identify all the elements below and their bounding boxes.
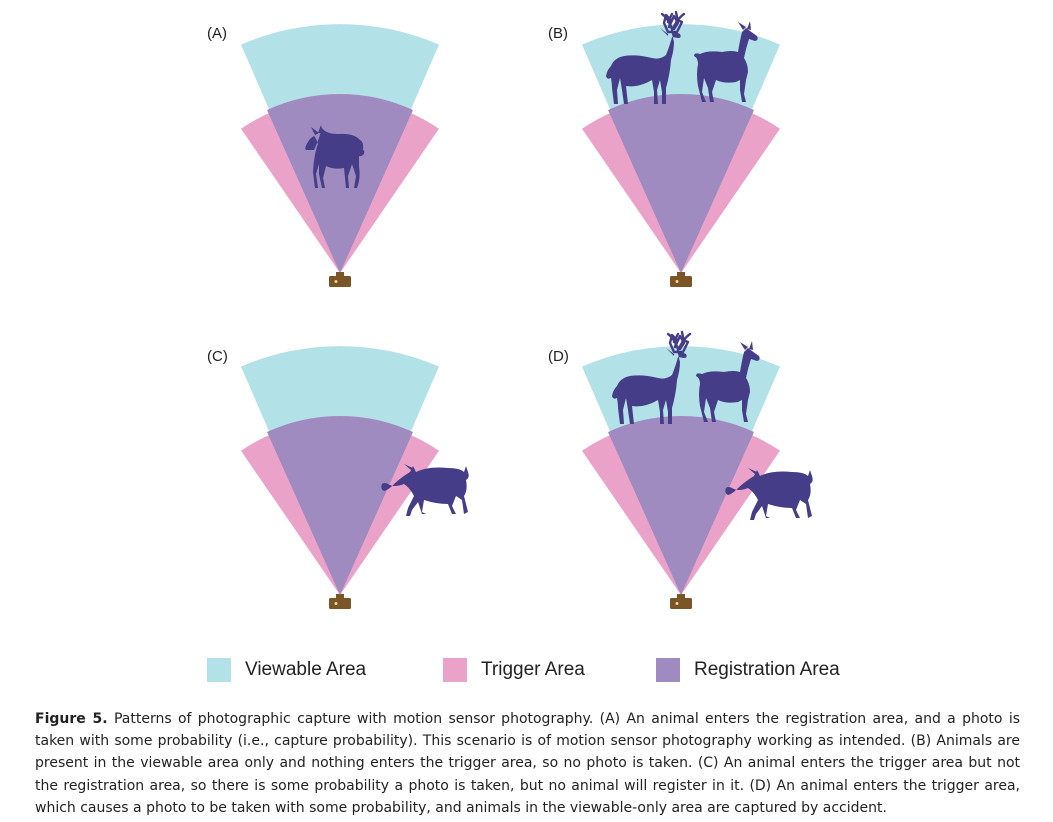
legend-trigger-swatch bbox=[443, 658, 467, 682]
legend-registration-label: Registration Area bbox=[694, 659, 840, 680]
panel-c-registration-area bbox=[267, 415, 413, 595]
panel-b: (B) bbox=[548, 10, 780, 287]
panel-a-camera bbox=[329, 272, 351, 287]
legend-viewable-swatch bbox=[207, 658, 231, 682]
caption-text: Patterns of photographic capture with mo… bbox=[35, 711, 1021, 816]
panel-d-registration-area bbox=[608, 415, 754, 595]
legend-trigger: Trigger Area bbox=[443, 658, 585, 682]
caption-figure-label: Figure 5. bbox=[35, 711, 108, 727]
panel-c-label: (C) bbox=[207, 348, 228, 365]
panel-d: (D) bbox=[548, 330, 813, 609]
legend-viewable: Viewable Area bbox=[207, 658, 366, 682]
figure-diagram: (A) (B) (C) (D) bbox=[207, 10, 813, 609]
legend-viewable-label: Viewable Area bbox=[245, 659, 367, 680]
panel-a-registration-area bbox=[267, 93, 413, 273]
legend-registration: Registration Area bbox=[656, 658, 840, 682]
panel-b-registration-area bbox=[608, 93, 754, 273]
legend-registration-swatch bbox=[656, 658, 680, 682]
panel-d-label: (D) bbox=[548, 348, 569, 365]
legend-trigger-label: Trigger Area bbox=[481, 659, 585, 680]
panel-c: (C) bbox=[207, 346, 469, 609]
panel-c-camera bbox=[329, 594, 351, 609]
panel-a-label: (A) bbox=[207, 25, 227, 42]
panel-b-camera bbox=[670, 272, 692, 287]
panel-d-camera bbox=[670, 594, 692, 609]
figure-caption: Figure 5. Patterns of photographic captu… bbox=[35, 708, 1020, 819]
panel-b-label: (B) bbox=[548, 25, 568, 42]
panel-a: (A) bbox=[207, 24, 439, 287]
